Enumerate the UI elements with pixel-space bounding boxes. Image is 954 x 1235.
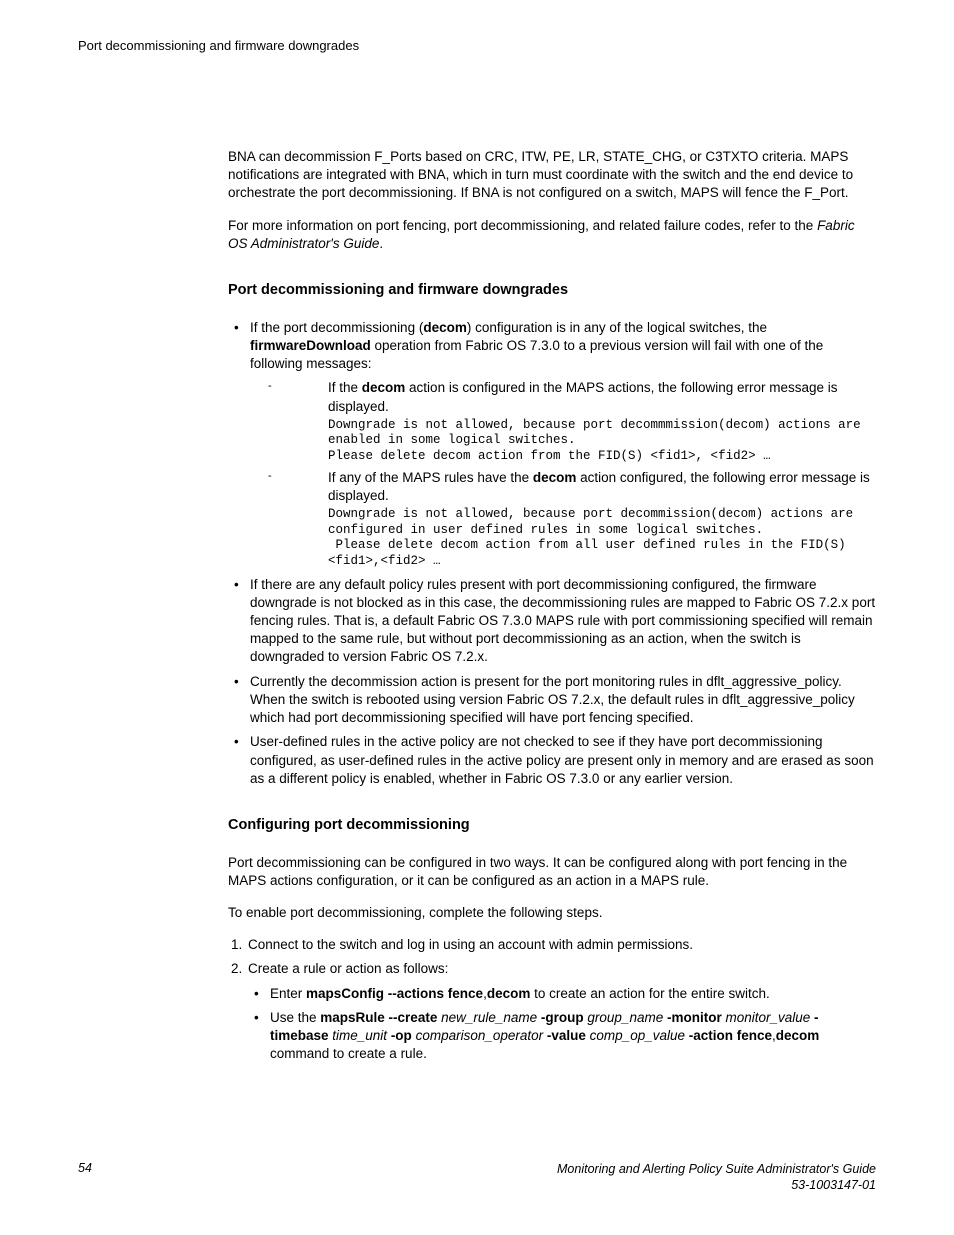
text: command to create a rule. <box>270 1046 427 1061</box>
arg: comp_op_value <box>586 1028 689 1043</box>
arg: comparison_operator <box>412 1028 547 1043</box>
section-heading-configuring: Configuring port decommissioning <box>228 816 876 836</box>
inner-bullets: Enter mapsConfig --actions fence,decom t… <box>248 985 876 1064</box>
arg: time_unit <box>329 1028 391 1043</box>
bullet-item: If there are any default policy rules pr… <box>228 576 876 667</box>
cmd: -monitor <box>667 1010 722 1025</box>
inner-item: Enter mapsConfig --actions fence,decom t… <box>248 985 876 1003</box>
text: . <box>379 236 383 251</box>
cmd: -group <box>541 1010 584 1025</box>
arg: new_rule_name <box>437 1010 541 1025</box>
dash-list: If the decom action is configured in the… <box>250 379 876 569</box>
bullet-item: User-defined rules in the active policy … <box>228 733 876 788</box>
page-footer: 54 Monitoring and Alerting Policy Suite … <box>78 1161 876 1194</box>
footer-docnum: 53-1003147-01 <box>791 1178 876 1192</box>
text: If the port decommissioning ( <box>250 320 423 335</box>
bullet-item: Currently the decommission action is pre… <box>228 673 876 728</box>
page-header: Port decommissioning and firmware downgr… <box>78 38 876 53</box>
bullet-item: If the port decommissioning (decom) conf… <box>228 319 876 570</box>
cmd: mapsRule --create <box>320 1010 437 1025</box>
term: decom <box>362 380 406 395</box>
cmd: -value <box>547 1028 586 1043</box>
text: If the <box>328 380 362 395</box>
cmd: -op <box>391 1028 412 1043</box>
term: firmwareDownload <box>250 338 371 353</box>
bullet-list-1: If the port decommissioning (decom) conf… <box>228 319 876 788</box>
text: For more information on port fencing, po… <box>228 218 817 233</box>
footer-title: Monitoring and Alerting Policy Suite Adm… <box>557 1162 876 1176</box>
text: Use the <box>270 1010 320 1025</box>
cmd: decom <box>776 1028 820 1043</box>
arg: group_name <box>584 1010 667 1025</box>
step-item: Connect to the switch and log in using a… <box>246 936 876 954</box>
intro-para-1: BNA can decommission F_Ports based on CR… <box>228 148 876 203</box>
intro-para-2: For more information on port fencing, po… <box>228 217 876 253</box>
section-heading-downgrades: Port decommissioning and firmware downgr… <box>228 281 876 301</box>
cmd: -action fence <box>689 1028 772 1043</box>
steps-list: Connect to the switch and log in using a… <box>228 936 876 1063</box>
dash-item: If any of the MAPS rules have the decom … <box>250 469 876 570</box>
text: to create an action for the entire switc… <box>530 986 769 1001</box>
config-para-1: Port decommissioning can be configured i… <box>228 854 876 890</box>
arg: monitor_value <box>722 1010 814 1025</box>
cmd: mapsConfig --actions fence <box>306 986 483 1001</box>
text: action is configured in the MAPS actions… <box>328 380 838 413</box>
text: Create a rule or action as follows: <box>248 961 448 976</box>
config-para-2: To enable port decommissioning, complete… <box>228 904 876 922</box>
footer-text: Monitoring and Alerting Policy Suite Adm… <box>557 1161 876 1194</box>
inner-item: Use the mapsRule --create new_rule_name … <box>248 1009 876 1064</box>
text: ) configuration is in any of the logical… <box>467 320 767 335</box>
dash-item: If the decom action is configured in the… <box>250 379 876 464</box>
step-item: Create a rule or action as follows: Ente… <box>246 960 876 1063</box>
code-block: Downgrade is not allowed, because port d… <box>328 418 876 465</box>
term: decom <box>423 320 467 335</box>
text: If any of the MAPS rules have the <box>328 470 533 485</box>
text: Enter <box>270 986 306 1001</box>
page-number: 54 <box>78 1161 92 1175</box>
cmd: decom <box>487 986 531 1001</box>
term: decom <box>533 470 577 485</box>
main-content: BNA can decommission F_Ports based on CR… <box>228 148 876 1064</box>
code-block: Downgrade is not allowed, because port d… <box>328 507 876 570</box>
